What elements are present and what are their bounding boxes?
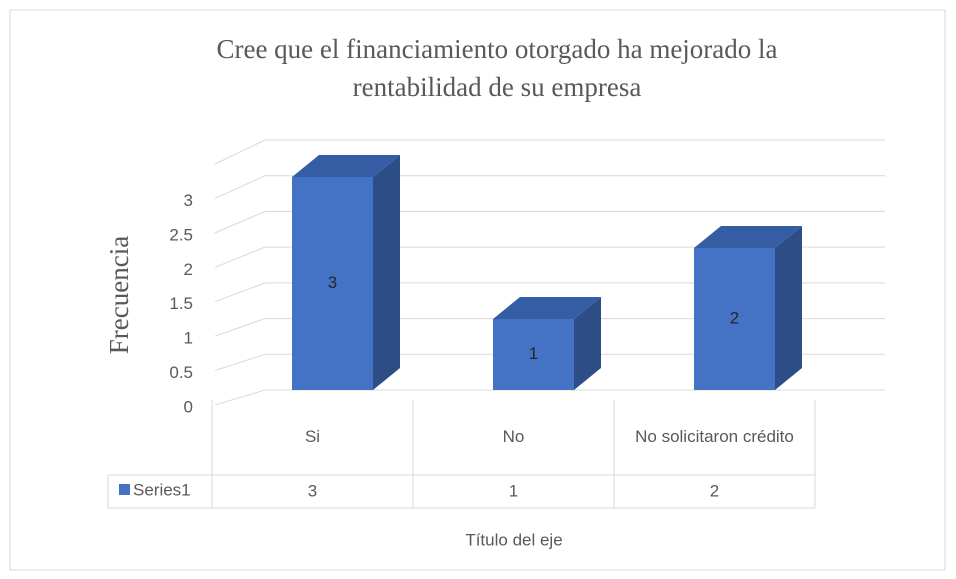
y-axis-title: Frecuencia [104, 236, 134, 354]
x-axis-title: Título del eje [465, 530, 562, 549]
y-tick-label: 2.5 [169, 225, 193, 244]
x-tick-label: No [502, 427, 525, 446]
x-tick-label: No solicitaron crédito [635, 427, 794, 446]
table-value: 2 [710, 481, 719, 500]
grid-line [214, 210, 885, 234]
grid-line [214, 282, 885, 303]
legend-label: Series1 [133, 480, 191, 499]
bar-top [493, 297, 601, 319]
grid-line [214, 318, 885, 337]
bar-top [694, 226, 802, 248]
data-label: 1 [529, 344, 538, 363]
y-tick-label: 0.5 [169, 363, 193, 382]
grid-line [214, 353, 885, 372]
bar [694, 248, 775, 390]
bar-side [775, 226, 802, 390]
legend-swatch [119, 484, 130, 495]
bar [493, 319, 574, 390]
chart-title: Cree que el financiamiento otorgado ha m… [216, 34, 778, 102]
bar-side [373, 155, 400, 390]
y-tick-label: 0 [184, 397, 193, 416]
bar-top [292, 155, 400, 177]
y-tick-label: 2 [184, 260, 193, 279]
grid-line [214, 246, 885, 268]
data-label: 2 [730, 308, 739, 327]
table-value: 3 [308, 481, 317, 500]
data-label: 3 [328, 273, 337, 292]
grid-line [214, 139, 885, 165]
grid-line [214, 175, 885, 199]
y-tick-label: 3 [184, 191, 193, 210]
y-tick-label: 1.5 [169, 294, 193, 313]
bar-side [574, 297, 601, 390]
bar [292, 177, 373, 390]
y-tick-label: 1 [184, 329, 193, 348]
grid-line [214, 389, 885, 406]
table-value: 1 [509, 481, 518, 500]
x-tick-label: Si [304, 427, 321, 446]
